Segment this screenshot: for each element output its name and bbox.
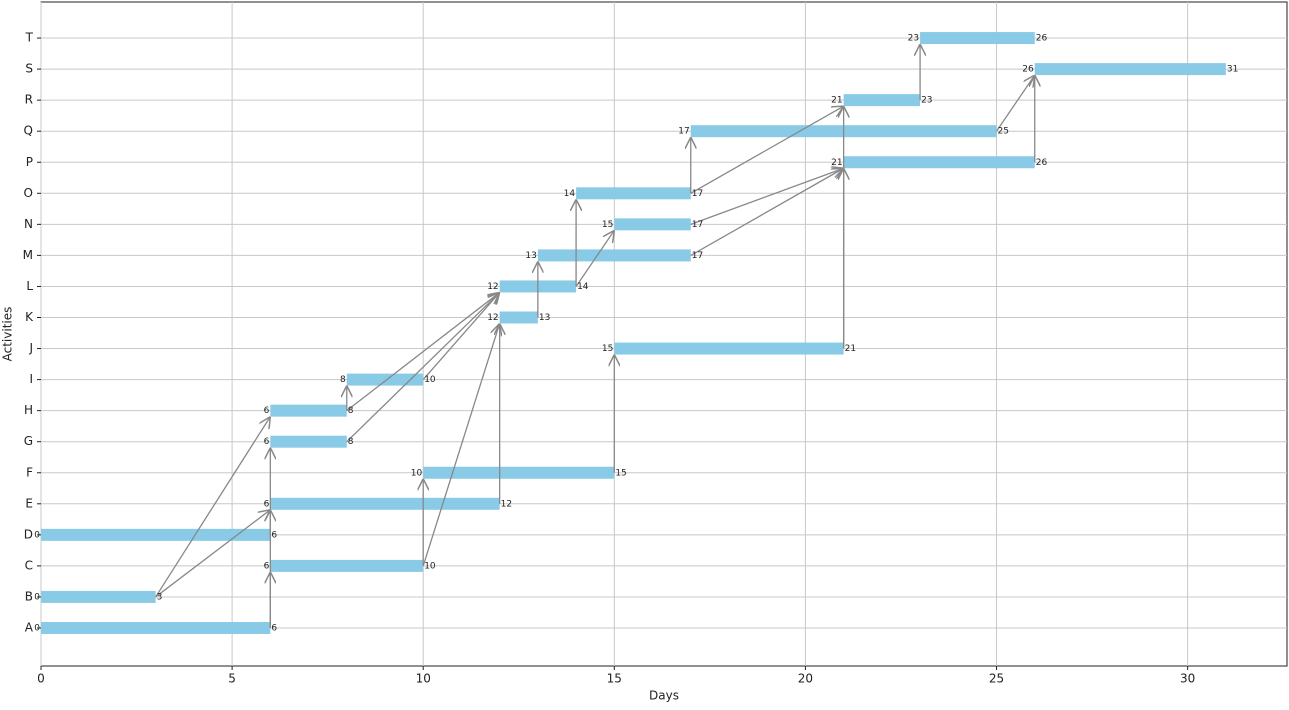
start-label: 17 xyxy=(678,127,689,137)
y-tick-label: J xyxy=(28,341,33,355)
end-label: 6 xyxy=(271,530,277,540)
dependency-arrow xyxy=(155,417,271,598)
end-label: 14 xyxy=(577,282,589,292)
y-tick-label: P xyxy=(26,155,33,169)
y-tick-label: C xyxy=(25,558,33,572)
dependency-arrow xyxy=(422,324,499,567)
end-label: 17 xyxy=(692,251,703,261)
start-label: 13 xyxy=(525,251,536,261)
end-label: 3 xyxy=(157,592,163,602)
start-label: 21 xyxy=(831,158,842,168)
y-tick-label: R xyxy=(25,93,33,107)
bar xyxy=(41,590,156,603)
x-axis-label: Days xyxy=(649,689,679,703)
end-label: 6 xyxy=(271,624,277,634)
end-label: 10 xyxy=(424,561,436,571)
start-label: 6 xyxy=(264,437,270,447)
y-tick-label: G xyxy=(24,434,33,448)
bar xyxy=(920,32,1035,45)
y-tick-label: H xyxy=(24,403,33,417)
bar xyxy=(499,311,538,324)
bar xyxy=(537,249,691,262)
end-label: 26 xyxy=(1036,158,1048,168)
bar xyxy=(270,497,500,510)
start-label: 6 xyxy=(264,499,270,509)
x-tick-label: 20 xyxy=(798,672,813,686)
x-tick-label: 15 xyxy=(607,672,622,686)
dependency-arrow xyxy=(422,292,499,381)
bar xyxy=(1034,63,1226,76)
start-label: 0 xyxy=(34,624,40,634)
start-label: 12 xyxy=(487,282,498,292)
bar xyxy=(346,373,424,386)
y-tick-label: O xyxy=(24,186,33,200)
y-tick-label: A xyxy=(25,621,34,635)
end-label: 10 xyxy=(424,375,436,385)
bar xyxy=(270,559,424,572)
x-tick-label: 10 xyxy=(416,672,431,686)
y-tick-label: D xyxy=(24,527,33,541)
end-label: 25 xyxy=(998,127,1009,137)
end-label: 12 xyxy=(501,499,512,509)
y-tick-label: B xyxy=(25,589,33,603)
y-axis-label: Activities xyxy=(1,307,15,362)
dependency-arrow xyxy=(575,230,614,287)
end-label: 17 xyxy=(692,189,703,199)
end-label: 13 xyxy=(539,313,550,323)
end-label: 31 xyxy=(1227,65,1238,75)
start-label: 26 xyxy=(1022,65,1034,75)
end-label: 15 xyxy=(615,468,626,478)
x-tick-label: 5 xyxy=(228,672,236,686)
bar xyxy=(614,342,844,355)
dependency-arrow xyxy=(346,292,500,412)
end-label: 17 xyxy=(692,220,703,230)
y-tick-label: L xyxy=(26,279,33,293)
dependency-arrow xyxy=(155,510,271,598)
y-tick-label: I xyxy=(29,372,33,386)
y-tick-label: F xyxy=(26,465,33,479)
y-tick-label: M xyxy=(23,248,33,262)
y-tick-label: Q xyxy=(24,124,33,138)
x-tick-label: 0 xyxy=(37,672,45,686)
start-label: 6 xyxy=(264,406,270,416)
start-label: 6 xyxy=(264,561,270,571)
start-label: 14 xyxy=(564,189,576,199)
bar xyxy=(576,187,691,200)
start-label: 0 xyxy=(34,592,40,602)
x-tick-label: 30 xyxy=(1180,672,1195,686)
end-label: 8 xyxy=(348,437,354,447)
dependency-arrow xyxy=(346,292,500,443)
start-label: 10 xyxy=(411,468,423,478)
end-label: 21 xyxy=(845,344,856,354)
bar xyxy=(270,404,347,417)
bar xyxy=(41,622,271,634)
start-label: 8 xyxy=(340,375,346,385)
y-tick-label: T xyxy=(25,31,34,45)
start-label: 15 xyxy=(602,344,613,354)
start-label: 23 xyxy=(908,34,919,44)
end-label: 26 xyxy=(1036,34,1048,44)
y-tick-label: E xyxy=(25,496,33,510)
start-label: 0 xyxy=(34,530,40,540)
bar xyxy=(41,528,271,541)
y-tick-label: N xyxy=(24,217,33,231)
end-label: 23 xyxy=(921,96,932,106)
bar xyxy=(843,156,1035,169)
bar xyxy=(843,94,921,107)
start-label: 12 xyxy=(487,313,498,323)
end-label: 8 xyxy=(348,406,354,416)
x-tick-label: 25 xyxy=(989,672,1004,686)
y-tick-label: S xyxy=(25,62,33,76)
y-tick-label: K xyxy=(25,310,34,324)
start-label: 15 xyxy=(602,220,613,230)
dependency-arrow xyxy=(690,106,844,194)
bar xyxy=(423,466,615,479)
dependency-arrow xyxy=(995,75,1035,132)
bar xyxy=(614,218,691,231)
bar xyxy=(270,435,347,448)
start-label: 21 xyxy=(831,96,842,106)
dependency-arrow xyxy=(690,168,844,225)
dependency-arrow xyxy=(690,168,844,256)
